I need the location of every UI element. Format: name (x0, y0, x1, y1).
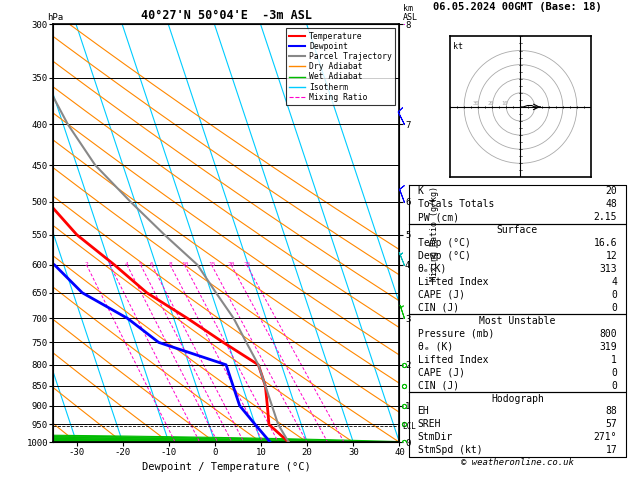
Text: Lifted Index: Lifted Index (418, 277, 488, 287)
Text: 12: 12 (606, 251, 617, 261)
Text: 0: 0 (611, 303, 617, 313)
Text: 313: 313 (599, 264, 617, 274)
Text: StmSpd (kt): StmSpd (kt) (418, 445, 482, 455)
Text: hPa: hPa (47, 13, 64, 22)
Text: Most Unstable: Most Unstable (479, 316, 555, 326)
Text: θₑ(K): θₑ(K) (418, 264, 447, 274)
Text: Surface: Surface (497, 225, 538, 235)
Text: 57: 57 (606, 419, 617, 430)
Text: 3: 3 (108, 262, 112, 267)
Text: 0: 0 (611, 367, 617, 378)
Text: Dewp (°C): Dewp (°C) (418, 251, 470, 261)
Text: 10: 10 (181, 262, 188, 267)
Text: 2: 2 (85, 262, 89, 267)
Text: 4: 4 (125, 262, 129, 267)
Text: 25: 25 (243, 262, 250, 267)
Text: 8: 8 (169, 262, 172, 267)
Text: StmDir: StmDir (418, 433, 453, 442)
Text: Hodograph: Hodograph (491, 394, 544, 403)
Text: 88: 88 (606, 406, 617, 417)
Text: CAPE (J): CAPE (J) (418, 290, 465, 300)
Text: 20: 20 (487, 101, 494, 105)
Text: 0: 0 (611, 290, 617, 300)
Text: 15: 15 (208, 262, 215, 267)
Text: 10: 10 (501, 101, 508, 105)
Text: EH: EH (418, 406, 429, 417)
Text: 40°27'N 50°04'E  -3m ASL: 40°27'N 50°04'E -3m ASL (141, 9, 312, 22)
Text: K: K (418, 186, 423, 196)
Text: 4: 4 (611, 277, 617, 287)
Text: kt: kt (453, 42, 463, 51)
Legend: Temperature, Dewpoint, Parcel Trajectory, Dry Adiabat, Wet Adiabat, Isotherm, Mi: Temperature, Dewpoint, Parcel Trajectory… (286, 28, 396, 105)
Text: 271°: 271° (594, 433, 617, 442)
Text: SREH: SREH (418, 419, 441, 430)
Text: 800: 800 (599, 329, 617, 339)
Text: 06.05.2024 00GMT (Base: 18): 06.05.2024 00GMT (Base: 18) (433, 2, 602, 12)
Text: 16.6: 16.6 (594, 238, 617, 248)
Text: Temp (°C): Temp (°C) (418, 238, 470, 248)
Text: © weatheronline.co.uk: © weatheronline.co.uk (461, 457, 574, 467)
Text: θₑ (K): θₑ (K) (418, 342, 453, 352)
Text: 20: 20 (606, 186, 617, 196)
Text: 1: 1 (611, 355, 617, 364)
Text: Totals Totals: Totals Totals (418, 199, 494, 209)
Text: 5: 5 (139, 262, 143, 267)
Text: 20: 20 (228, 262, 235, 267)
Text: km
ASL: km ASL (403, 4, 418, 22)
Text: 319: 319 (599, 342, 617, 352)
Text: 30: 30 (473, 101, 480, 105)
Text: Mixing Ratio (g/kg): Mixing Ratio (g/kg) (430, 186, 438, 281)
Text: LCL: LCL (403, 422, 416, 431)
Text: 0: 0 (611, 381, 617, 391)
Text: 2.15: 2.15 (594, 212, 617, 222)
Text: Lifted Index: Lifted Index (418, 355, 488, 364)
X-axis label: Dewpoint / Temperature (°C): Dewpoint / Temperature (°C) (142, 462, 311, 472)
Text: PW (cm): PW (cm) (418, 212, 459, 222)
Text: CIN (J): CIN (J) (418, 381, 459, 391)
Text: CAPE (J): CAPE (J) (418, 367, 465, 378)
Text: 48: 48 (606, 199, 617, 209)
Text: 17: 17 (606, 445, 617, 455)
Text: 6: 6 (150, 262, 154, 267)
Text: CIN (J): CIN (J) (418, 303, 459, 313)
Text: Pressure (mb): Pressure (mb) (418, 329, 494, 339)
